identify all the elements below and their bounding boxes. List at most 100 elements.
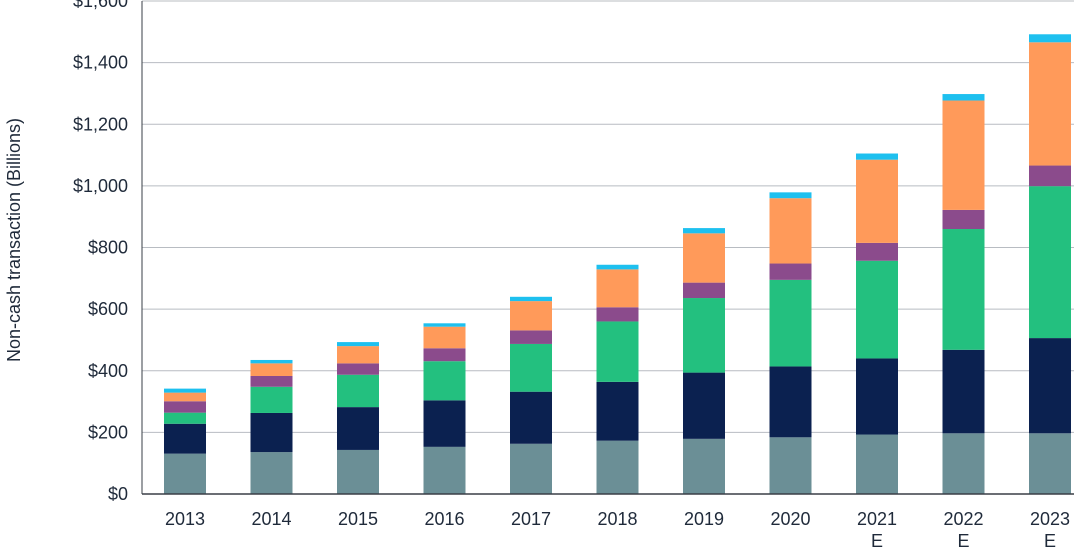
bar-segment [596, 264, 639, 270]
bar-segment [596, 269, 639, 308]
bar-segment [769, 198, 812, 264]
bar-segment [510, 296, 552, 302]
bar-segment [769, 437, 812, 494]
bar-segment [337, 449, 379, 494]
bar-segment [164, 453, 206, 494]
bar-segment [856, 242, 898, 261]
bar-segment [510, 443, 552, 494]
bar-segment [250, 386, 293, 413]
bar-segment [510, 391, 552, 444]
bar-stack [250, 359, 293, 494]
bar-segment [337, 374, 379, 408]
bars [164, 34, 1071, 494]
x-tick-label: 2013 [165, 509, 205, 529]
bar-segment [423, 348, 466, 362]
y-tick-labels: $0 $200 $400 $600 $800 $1,000 $1,200 $1,400 $1,6… [73, 0, 128, 504]
y-tick-label: $800 [88, 238, 128, 258]
bar-segment [250, 375, 293, 387]
bar-segment [596, 440, 639, 494]
bar-segment [942, 100, 985, 210]
bar-stack [164, 388, 206, 494]
bar-segment [942, 94, 985, 101]
bar-segment [769, 366, 812, 438]
bar-segment [250, 359, 293, 364]
bar-segment [596, 307, 639, 322]
bar-stack [769, 192, 812, 494]
bar-stack [510, 296, 552, 494]
x-tick-label: 2014 [251, 509, 291, 529]
x-tick-label: 2016 [424, 509, 464, 529]
x-tick-labels: 2013 2014 2015 2016 2017 2018 2019 2020 2021E202… [165, 509, 1070, 551]
bar-segment [1029, 186, 1071, 339]
y-tick-label: $1,600 [73, 0, 128, 11]
bar-segment [683, 233, 725, 283]
bar-segment [337, 342, 379, 347]
bar-segment [1029, 42, 1071, 166]
bar-segment [423, 400, 466, 447]
bar-stack [683, 228, 725, 494]
bar-segment [250, 363, 293, 376]
y-tick-label: $1,400 [73, 53, 128, 73]
bar-segment [683, 438, 725, 494]
bar-segment [683, 298, 725, 373]
y-tick-label: $400 [88, 361, 128, 381]
bar-segment [942, 433, 985, 494]
bar-segment [164, 392, 206, 402]
bar-segment [683, 282, 725, 299]
bar-segment [769, 279, 812, 367]
bar-segment [596, 321, 639, 382]
bar-stack [1029, 34, 1071, 494]
bar-segment [164, 401, 206, 413]
x-tick-label: 2021 [857, 509, 897, 529]
bar-segment [164, 423, 206, 454]
bar-segment [856, 434, 898, 494]
bar-segment [683, 372, 725, 439]
bar-stack [596, 264, 639, 494]
bar-segment [510, 301, 552, 331]
x-tick-label: E [871, 531, 883, 551]
bar-segment [1029, 433, 1071, 494]
bar-segment [856, 159, 898, 243]
y-axis-label: Non-cash transaction (Billions) [4, 118, 24, 362]
x-tick-label: 2019 [684, 509, 724, 529]
y-tick-label: $1,000 [73, 176, 128, 196]
bar-segment [337, 346, 379, 364]
bar-stack [856, 153, 898, 494]
bar-segment [423, 446, 466, 494]
x-tick-label: 2018 [597, 509, 637, 529]
bar-segment [337, 407, 379, 450]
y-tick-label: $1,200 [73, 114, 128, 134]
x-tick-label: E [957, 531, 969, 551]
bar-segment [423, 361, 466, 401]
x-tick-label: 2015 [338, 509, 378, 529]
bar-segment [942, 209, 985, 230]
bar-stack [337, 342, 379, 494]
bar-segment [510, 330, 552, 344]
bar-segment [164, 412, 206, 424]
bar-segment [423, 326, 466, 349]
bar-segment [683, 228, 725, 234]
bar-segment [856, 260, 898, 359]
bar-segment [250, 452, 293, 494]
bar-segment [337, 363, 379, 375]
bar-segment [1029, 165, 1071, 187]
y-tick-label: $200 [88, 422, 128, 442]
bar-segment [769, 263, 812, 280]
bar-segment [510, 343, 552, 392]
x-tick-label: 2022 [943, 509, 983, 529]
y-tick-label: $600 [88, 299, 128, 319]
x-tick-label: 2020 [770, 509, 810, 529]
bar-stack [423, 323, 466, 494]
bar-segment [856, 153, 898, 160]
bar-stack [942, 94, 985, 494]
bar-segment [1029, 338, 1071, 434]
bar-segment [1029, 34, 1071, 43]
bar-segment [856, 358, 898, 435]
x-tick-label: 2023 [1030, 509, 1070, 529]
bar-segment [423, 323, 466, 327]
bar-segment [164, 388, 206, 393]
bar-segment [942, 229, 985, 350]
bar-segment [769, 192, 812, 199]
x-tick-label: 2017 [511, 509, 551, 529]
